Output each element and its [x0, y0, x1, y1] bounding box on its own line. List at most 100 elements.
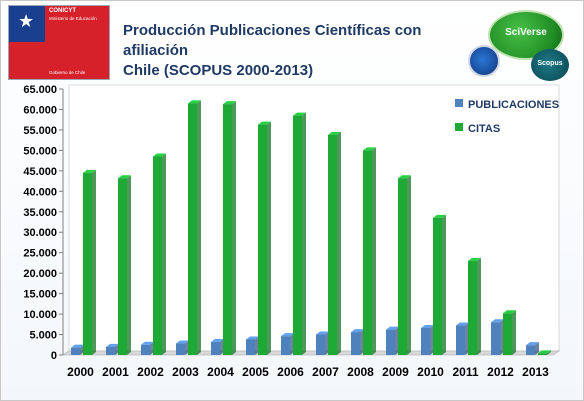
chart-legend: PUBLICACIONES CITAS: [455, 99, 559, 135]
bar-citas-front: [363, 150, 372, 355]
sciverse-label: SciVerse: [505, 27, 547, 38]
bar-publicaciones-front: [106, 346, 115, 355]
bar-citas-front: [118, 178, 127, 355]
y-tick-label: 25.000: [23, 248, 57, 260]
bar-publicaciones-top: [456, 322, 469, 326]
legend-swatch-publicaciones: [455, 99, 463, 107]
bar-publicaciones-front: [351, 332, 360, 355]
bar-citas-top: [153, 153, 166, 157]
bar-citas: [83, 169, 96, 355]
bar-citas-side: [442, 214, 446, 355]
bar-citas-side: [232, 101, 236, 355]
bar-citas-front: [328, 134, 337, 355]
y-tick-label: 30.000: [23, 227, 57, 239]
y-tick-label: 20.000: [23, 268, 57, 280]
bar-citas-front: [433, 217, 442, 355]
bar-citas-side: [372, 147, 376, 355]
bar-citas-side: [477, 257, 481, 355]
bar-citas-top: [503, 310, 516, 314]
bar-citas-top: [538, 350, 551, 354]
bar-publicaciones-top: [351, 329, 364, 333]
bar-publicaciones-front: [491, 322, 500, 355]
bar-publicaciones-front: [316, 334, 325, 355]
bar-publicaciones: [281, 333, 294, 355]
bar-citas-side: [92, 169, 96, 355]
x-tick-label: 2007: [312, 365, 339, 379]
bar-publicaciones-top: [106, 343, 119, 347]
bar-citas-side: [162, 153, 166, 355]
y-tick-label: 55.000: [23, 125, 57, 137]
x-tick-label: 2009: [382, 365, 409, 379]
bar-publicaciones-front: [246, 339, 255, 355]
bar-citas: [398, 175, 411, 355]
bar-publicaciones-top: [141, 341, 154, 345]
chart-title-line1: Producción Publicaciones Científicas con…: [123, 22, 422, 59]
bar-publicaciones-top: [526, 342, 539, 346]
bar-publicaciones: [71, 344, 84, 355]
bar-citas-top: [188, 100, 201, 104]
bar-citas-front: [468, 260, 477, 355]
y-tick-label: 65.000: [23, 84, 57, 96]
bar-citas-front: [293, 115, 302, 355]
bar-publicaciones-front: [211, 341, 220, 355]
x-tick-label: 2004: [207, 365, 234, 379]
scopus-label: Scopus: [537, 60, 563, 67]
logo-org: CONICYT: [49, 8, 76, 14]
bar-publicaciones: [491, 319, 504, 355]
bar-citas: [118, 175, 131, 355]
bar-citas: [258, 121, 271, 355]
bar-publicaciones: [176, 340, 189, 355]
bar-publicaciones-top: [386, 326, 399, 330]
bar-publicaciones: [106, 343, 119, 355]
bar-citas-side: [407, 175, 411, 355]
bar-publicaciones-front: [176, 343, 185, 355]
blue-circle-logo: [468, 45, 500, 77]
bar-publicaciones: [386, 326, 399, 355]
bar-citas-front: [188, 103, 197, 355]
bar-publicaciones: [351, 329, 364, 355]
bar-publicaciones: [211, 338, 224, 355]
bar-publicaciones-top: [211, 338, 224, 342]
bar-citas-front: [503, 313, 512, 355]
bar-citas-side: [337, 131, 341, 355]
bar-publicaciones-side: [535, 342, 539, 355]
legend-swatch-citas: [455, 123, 463, 131]
legend-label-citas: CITAS: [468, 123, 500, 135]
y-tick-label: 0: [51, 350, 57, 362]
bar-citas-side: [127, 175, 131, 355]
bar-publicaciones-front: [281, 336, 290, 355]
bar-publicaciones-front: [141, 344, 150, 355]
x-tick-label: 2001: [102, 365, 129, 379]
bar-citas: [433, 214, 446, 355]
bar-citas-top: [83, 169, 96, 173]
x-tick-label: 2013: [522, 365, 549, 379]
bar-citas: [188, 100, 201, 355]
x-tick-label: 2008: [347, 365, 374, 379]
bar-citas-top: [293, 112, 306, 116]
bar-citas-front: [153, 156, 162, 355]
x-tick-label: 2010: [417, 365, 444, 379]
legend-label-publicaciones: PUBLICACIONES: [468, 99, 559, 111]
bar-citas: [223, 101, 236, 355]
bar-citas-top: [223, 101, 236, 105]
bar-citas: [328, 131, 341, 355]
bar-publicaciones: [246, 336, 259, 355]
y-tick-label: 15.000: [23, 289, 57, 301]
x-tick-label: 2011: [452, 365, 478, 379]
bar-citas-side: [267, 121, 271, 355]
y-tick-label: 5.000: [29, 330, 57, 342]
conicyt-logo: ★ CONICYT Ministerio de Educación Gobier…: [8, 5, 110, 80]
bar-citas-top: [433, 214, 446, 218]
sciverse-logo: SciVerse: [488, 10, 564, 60]
logo-gov: Gobierno de Chile: [49, 70, 86, 75]
bar-publicaciones-front: [421, 327, 430, 355]
bar-citas-side: [512, 310, 516, 355]
bar-citas-side: [547, 350, 551, 355]
y-tick-label: 50.000: [23, 145, 57, 157]
bar-publicaciones: [456, 322, 469, 355]
bar-citas: [153, 153, 166, 355]
y-tick-label: 60.000: [23, 104, 57, 116]
chart-floor: [62, 350, 560, 356]
flag-red-block: [9, 42, 45, 79]
x-tick-label: 2003: [172, 365, 199, 379]
